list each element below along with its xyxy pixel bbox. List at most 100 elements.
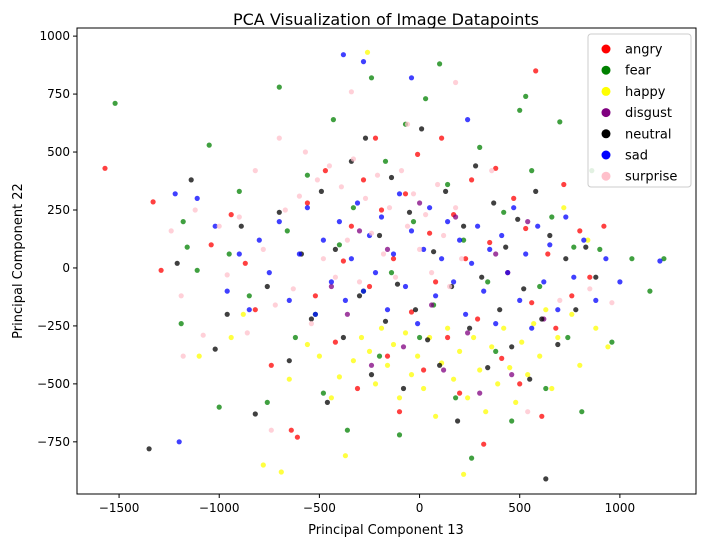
point-angry-44 bbox=[523, 225, 529, 232]
point-surprise-21 bbox=[326, 163, 332, 169]
point-angry-18 bbox=[366, 283, 373, 290]
point-fear-11 bbox=[276, 84, 282, 90]
point-fear-29 bbox=[417, 334, 423, 341]
point-fear-14 bbox=[304, 172, 310, 178]
point-happy-12 bbox=[358, 334, 365, 341]
point-neutral-52 bbox=[573, 307, 579, 313]
point-neutral-28 bbox=[425, 337, 431, 343]
point-happy-9 bbox=[336, 374, 342, 380]
legend-marker-fear bbox=[601, 65, 611, 75]
legend-label-disgust: disgust bbox=[625, 106, 672, 121]
point-sad-46 bbox=[517, 297, 523, 303]
point-surprise-2 bbox=[180, 353, 186, 359]
point-happy-38 bbox=[507, 365, 513, 371]
point-sad-30 bbox=[421, 246, 427, 252]
y-axis: −750 −500 −250 0 250 500 750 1000 bbox=[37, 29, 77, 449]
point-surprise-11 bbox=[268, 427, 274, 433]
point-sad-7 bbox=[256, 237, 262, 243]
point-happy-48 bbox=[569, 311, 575, 317]
point-angry-12 bbox=[322, 168, 328, 174]
x-tick-label-2: −500 bbox=[303, 501, 336, 515]
point-angry-45 bbox=[529, 300, 535, 306]
point-fear-30 bbox=[423, 96, 429, 102]
point-neutral-44 bbox=[521, 286, 527, 292]
point-angry-49 bbox=[553, 325, 559, 331]
point-angry-34 bbox=[463, 256, 469, 262]
point-fear-18 bbox=[336, 242, 342, 248]
point-fear-13 bbox=[292, 334, 298, 341]
point-neutral-43 bbox=[515, 216, 521, 222]
point-fear-4 bbox=[194, 267, 200, 273]
point-happy-11 bbox=[350, 358, 356, 364]
point-neutral-47 bbox=[539, 316, 545, 322]
point-fear-10 bbox=[264, 399, 270, 405]
point-sad-38 bbox=[469, 260, 475, 266]
point-sad-47 bbox=[523, 251, 529, 257]
point-sad-9 bbox=[276, 219, 282, 225]
point-neutral-20 bbox=[376, 232, 383, 239]
point-happy-37 bbox=[501, 325, 507, 331]
point-angry-53 bbox=[587, 274, 593, 280]
point-surprise-50 bbox=[587, 286, 593, 292]
point-sad-23 bbox=[378, 214, 385, 220]
y-tick-label-7: 1000 bbox=[39, 29, 70, 43]
point-fear-6 bbox=[216, 404, 222, 410]
legend-label-angry: angry bbox=[625, 43, 663, 58]
point-fear-17 bbox=[330, 117, 336, 123]
point-fear-24 bbox=[382, 158, 389, 164]
point-sad-11 bbox=[296, 251, 302, 257]
point-happy-19 bbox=[396, 395, 403, 401]
point-fear-43 bbox=[523, 93, 529, 99]
point-fear-47 bbox=[549, 214, 555, 220]
point-disgust-5 bbox=[400, 344, 407, 350]
point-happy-44 bbox=[543, 307, 549, 313]
point-happy-7 bbox=[316, 353, 322, 359]
point-disgust-10 bbox=[465, 330, 471, 336]
point-sad-17 bbox=[342, 297, 348, 303]
point-angry-8 bbox=[288, 427, 294, 433]
point-happy-30 bbox=[461, 471, 467, 477]
point-sad-58 bbox=[617, 279, 623, 285]
point-disgust-14 bbox=[525, 219, 531, 225]
legend-label-surprise: surprise bbox=[625, 170, 677, 185]
point-sad-1 bbox=[176, 439, 182, 445]
point-fear-35 bbox=[461, 237, 467, 243]
point-disgust-13 bbox=[509, 372, 515, 378]
point-angry-27 bbox=[421, 367, 427, 373]
point-sad-39 bbox=[475, 223, 481, 229]
point-angry-15 bbox=[348, 223, 354, 229]
point-sad-0 bbox=[172, 191, 178, 197]
point-disgust-7 bbox=[429, 302, 435, 308]
point-happy-1 bbox=[228, 334, 234, 341]
point-sad-12 bbox=[304, 205, 310, 211]
point-fear-32 bbox=[437, 61, 443, 67]
point-angry-24 bbox=[402, 191, 409, 197]
point-sad-18 bbox=[348, 256, 354, 262]
point-happy-28 bbox=[451, 376, 457, 382]
point-sad-63 bbox=[465, 117, 471, 123]
point-neutral-18 bbox=[362, 135, 369, 141]
point-fear-33 bbox=[445, 181, 451, 188]
point-neutral-26 bbox=[412, 307, 419, 313]
y-tick-label-5: 500 bbox=[47, 145, 70, 159]
point-angry-20 bbox=[378, 207, 385, 213]
point-neutral-3 bbox=[212, 346, 218, 352]
point-sad-45 bbox=[511, 205, 517, 211]
point-happy-16 bbox=[378, 325, 385, 331]
point-surprise-44 bbox=[453, 79, 459, 86]
point-happy-3 bbox=[260, 462, 266, 468]
point-neutral-2 bbox=[188, 177, 194, 183]
point-angry-48 bbox=[545, 251, 551, 257]
point-angry-46 bbox=[533, 68, 539, 74]
point-disgust-6 bbox=[417, 200, 423, 206]
point-fear-51 bbox=[579, 409, 585, 415]
point-angry-25 bbox=[408, 309, 415, 315]
point-angry-22 bbox=[390, 256, 397, 262]
point-angry-26 bbox=[415, 151, 421, 157]
point-neutral-12 bbox=[318, 188, 324, 194]
point-surprise-15 bbox=[290, 286, 296, 292]
point-disgust-0 bbox=[328, 283, 334, 290]
point-sad-25 bbox=[390, 251, 397, 257]
point-sad-51 bbox=[547, 242, 553, 248]
point-angry-13 bbox=[332, 339, 338, 345]
